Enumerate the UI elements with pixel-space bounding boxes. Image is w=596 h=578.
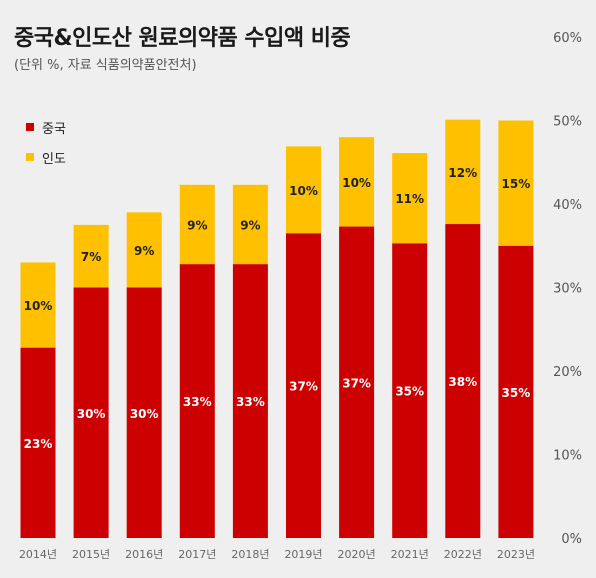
- legend-label-china: 중국: [42, 121, 66, 137]
- x-tick-label: 2022년: [444, 548, 482, 561]
- legend-item-china: 중국: [26, 112, 66, 142]
- data-label-india: 10%: [24, 299, 53, 313]
- data-label-china: 37%: [342, 376, 371, 390]
- x-tick-label: 2018년: [231, 548, 269, 561]
- y-tick-label: 0%: [561, 532, 582, 547]
- data-label-india: 10%: [289, 184, 318, 198]
- bar-india: [232, 184, 268, 265]
- bar-india: [498, 120, 534, 246]
- x-tick-label: 2016년: [125, 548, 163, 561]
- bar-china: [392, 243, 428, 538]
- x-tick-label: 2017년: [178, 548, 216, 561]
- data-label-india: 7%: [81, 250, 101, 264]
- x-tick-label: 2021년: [391, 548, 429, 561]
- bar-india: [73, 224, 109, 288]
- legend-label-india: 인도: [42, 151, 66, 167]
- bar-india: [339, 137, 375, 227]
- data-label-china: 37%: [289, 380, 318, 394]
- legend: 중국 인도: [26, 112, 66, 172]
- bar-india: [392, 153, 428, 244]
- data-label-india: 9%: [134, 244, 154, 258]
- data-label-india: 10%: [342, 176, 371, 190]
- legend-item-india: 인도: [26, 142, 66, 172]
- legend-swatch-india: [26, 153, 34, 161]
- bar-china: [339, 226, 375, 539]
- x-tick-label: 2019년: [284, 548, 322, 561]
- data-label-china: 30%: [130, 407, 159, 421]
- data-label-china: 35%: [395, 385, 424, 399]
- bar-india: [126, 212, 162, 288]
- data-label-china: 35%: [502, 386, 531, 400]
- data-label-china: 38%: [448, 375, 477, 389]
- x-tick-label: 2014년: [19, 548, 57, 561]
- bar-china: [445, 224, 481, 539]
- y-tick-label: 20%: [553, 365, 582, 380]
- bar-india: [445, 119, 481, 225]
- x-tick-label: 2020년: [338, 548, 376, 561]
- data-label-china: 33%: [236, 395, 265, 409]
- bar-china: [73, 287, 109, 538]
- data-label-china: 23%: [24, 437, 53, 451]
- data-label-india: 15%: [502, 177, 531, 191]
- x-tick-label: 2023년: [497, 548, 535, 561]
- data-label-india: 11%: [395, 192, 424, 206]
- y-tick-label: 30%: [553, 282, 582, 297]
- bar-india: [286, 146, 321, 234]
- data-label-india: 12%: [448, 166, 477, 180]
- data-label-china: 33%: [183, 395, 212, 409]
- x-tick-label: 2015년: [72, 548, 110, 561]
- y-tick-label: 10%: [553, 449, 582, 464]
- bar-china: [20, 347, 56, 538]
- data-label-india: 9%: [187, 218, 207, 232]
- data-label-india: 9%: [240, 218, 260, 232]
- bar-china: [286, 233, 321, 538]
- y-tick-label: 40%: [553, 198, 582, 213]
- chart-title: 중국&인도산 원료의약품 수입액 비중: [14, 26, 351, 51]
- bar-india: [179, 184, 215, 265]
- bar-china: [232, 264, 268, 538]
- y-tick-label: 50%: [553, 115, 582, 130]
- bar-india: [20, 262, 56, 348]
- bar-china: [126, 287, 162, 538]
- legend-swatch-china: [26, 123, 34, 131]
- chart-subtitle: (단위 %, 자료 식품의약품안전처): [14, 58, 197, 73]
- bar-china: [179, 264, 215, 538]
- y-tick-label: 60%: [553, 31, 582, 46]
- bar-china: [498, 245, 534, 538]
- data-label-china: 30%: [77, 407, 106, 421]
